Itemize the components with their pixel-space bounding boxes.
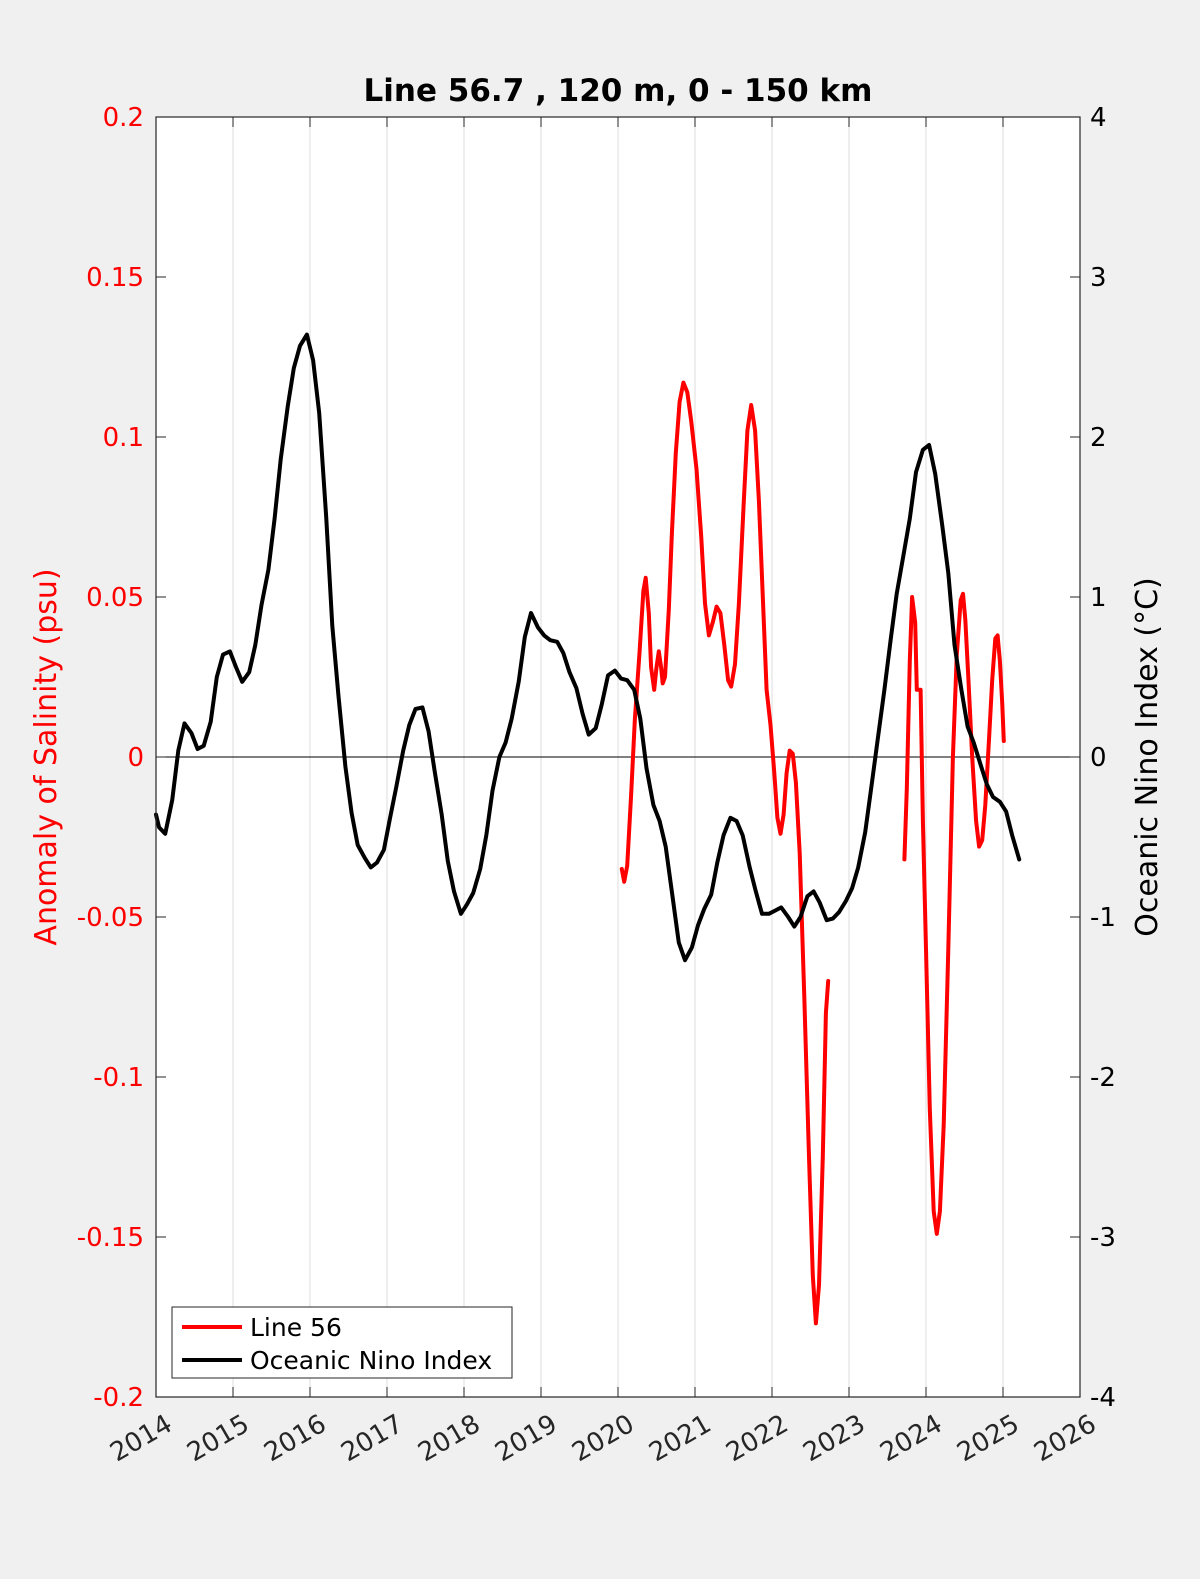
y-right-tick-label: 1	[1090, 583, 1107, 613]
y-axis-right: -4 -3 -2 -1 0 1 2 3 4	[1070, 103, 1116, 1413]
series-oceanic-nino-index	[154, 332, 1022, 963]
y-right-tick-label: -2	[1090, 1063, 1116, 1093]
y-left-tick-label: -0.15	[77, 1223, 144, 1253]
y-axis-left: -0.2 -0.15 -0.1 -0.05 0 0.05 0.1 0.15 0.2	[77, 103, 166, 1413]
y-right-tick-label: -4	[1090, 1383, 1116, 1413]
y-right-tick-label: 2	[1090, 423, 1107, 453]
chart-title: Line 56.7 , 120 m, 0 - 150 km	[364, 73, 873, 109]
y-right-tick-label: -3	[1090, 1223, 1116, 1253]
y-left-tick-label: 0.15	[86, 263, 144, 293]
legend: Line 56 Oceanic Nino Index	[171, 1306, 513, 1379]
y-left-tick-label: -0.1	[93, 1063, 144, 1093]
y-left-tick-label: 0.2	[103, 103, 144, 133]
y-left-tick-label: -0.2	[93, 1383, 144, 1413]
y-left-tick-label: 0	[127, 743, 144, 773]
series-layer	[154, 332, 1022, 1326]
y-right-tick-label: 3	[1090, 263, 1107, 293]
legend-box	[171, 1306, 513, 1379]
y-left-tick-label: -0.05	[77, 903, 144, 933]
y-axis-left-label: Anomaly of Salinity (psu)	[29, 568, 64, 945]
series-line-56-segment-1	[619, 380, 831, 1326]
y-right-tick-label: -1	[1090, 903, 1116, 933]
y-axis-right-label: Oceanic Nino Index (°C)	[1130, 577, 1165, 937]
y-left-tick-label: 0.05	[86, 583, 144, 613]
legend-label-oni: Oceanic Nino Index	[250, 1346, 492, 1375]
legend-label-line-56: Line 56	[250, 1313, 342, 1342]
y-right-tick-label: 0	[1090, 743, 1107, 773]
y-left-tick-label: 0.1	[103, 423, 144, 453]
y-right-tick-label: 4	[1090, 103, 1107, 133]
